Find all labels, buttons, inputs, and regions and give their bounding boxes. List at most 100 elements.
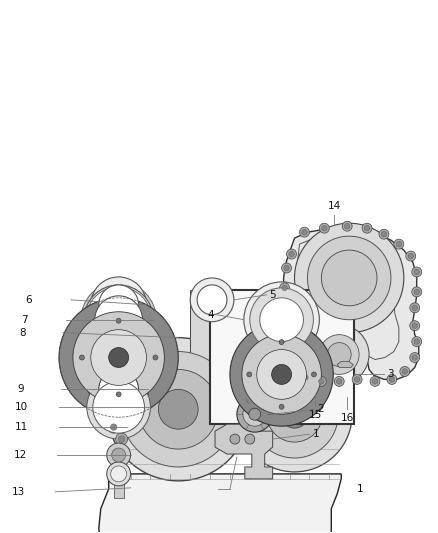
Circle shape	[237, 357, 352, 472]
Text: 15: 15	[309, 410, 322, 420]
Circle shape	[387, 375, 397, 384]
Circle shape	[73, 312, 164, 403]
Circle shape	[99, 369, 138, 409]
Circle shape	[279, 317, 290, 327]
Circle shape	[354, 377, 360, 382]
Circle shape	[318, 378, 324, 384]
Circle shape	[282, 263, 292, 273]
Circle shape	[89, 360, 148, 419]
Circle shape	[272, 365, 292, 384]
Circle shape	[251, 370, 338, 458]
Circle shape	[107, 462, 131, 486]
Circle shape	[245, 434, 255, 444]
Circle shape	[279, 351, 289, 360]
Circle shape	[410, 352, 420, 362]
Bar	[114, 480, 124, 498]
Circle shape	[244, 282, 319, 358]
Circle shape	[111, 466, 127, 482]
Circle shape	[321, 225, 327, 231]
Circle shape	[279, 283, 290, 293]
Circle shape	[412, 337, 422, 346]
Text: 3: 3	[387, 369, 394, 379]
Polygon shape	[282, 228, 419, 383]
Text: 5: 5	[270, 290, 276, 300]
Circle shape	[282, 319, 287, 325]
Circle shape	[109, 348, 129, 367]
Circle shape	[406, 251, 416, 261]
Circle shape	[319, 223, 329, 233]
Circle shape	[282, 301, 292, 311]
Circle shape	[336, 378, 342, 384]
Circle shape	[370, 376, 380, 386]
Text: 16: 16	[341, 413, 354, 423]
Circle shape	[87, 375, 150, 439]
Circle shape	[316, 376, 326, 386]
Circle shape	[286, 365, 297, 375]
Circle shape	[402, 369, 407, 374]
Circle shape	[260, 298, 304, 342]
Circle shape	[321, 250, 377, 306]
Circle shape	[112, 448, 126, 462]
Circle shape	[237, 397, 273, 432]
Text: 1: 1	[357, 484, 364, 494]
Circle shape	[414, 339, 420, 344]
Circle shape	[302, 229, 307, 235]
Circle shape	[289, 367, 294, 372]
Circle shape	[396, 241, 402, 247]
Polygon shape	[99, 474, 377, 533]
Circle shape	[279, 340, 284, 345]
Bar	[111, 384, 127, 394]
Circle shape	[116, 392, 121, 397]
Text: 12: 12	[13, 450, 27, 460]
Circle shape	[410, 321, 420, 330]
Circle shape	[300, 227, 309, 237]
Circle shape	[300, 373, 311, 382]
Circle shape	[159, 389, 198, 429]
Circle shape	[99, 285, 138, 325]
Circle shape	[303, 375, 308, 380]
Circle shape	[311, 372, 316, 377]
Circle shape	[408, 253, 413, 259]
Circle shape	[59, 298, 178, 417]
Circle shape	[116, 318, 121, 323]
Polygon shape	[337, 361, 353, 367]
Circle shape	[230, 322, 333, 426]
Circle shape	[84, 285, 153, 354]
Circle shape	[412, 305, 417, 311]
Circle shape	[281, 400, 308, 428]
Text: 13: 13	[11, 487, 25, 497]
Circle shape	[120, 352, 236, 467]
Circle shape	[414, 269, 420, 274]
Circle shape	[319, 335, 359, 375]
Text: 9: 9	[17, 384, 24, 394]
Circle shape	[414, 289, 420, 295]
Circle shape	[410, 303, 420, 313]
Circle shape	[372, 378, 378, 384]
Circle shape	[118, 436, 125, 442]
Circle shape	[91, 277, 146, 333]
Circle shape	[381, 231, 387, 237]
Circle shape	[257, 350, 307, 399]
Circle shape	[197, 285, 227, 315]
Circle shape	[116, 433, 127, 445]
Circle shape	[190, 278, 234, 322]
Circle shape	[379, 229, 389, 239]
Circle shape	[412, 355, 417, 360]
Circle shape	[342, 221, 352, 231]
Circle shape	[364, 225, 370, 231]
Circle shape	[250, 288, 314, 352]
Bar	[210, 290, 354, 424]
Circle shape	[412, 323, 417, 328]
Circle shape	[243, 402, 267, 426]
Text: 14: 14	[328, 201, 341, 211]
Circle shape	[289, 252, 294, 257]
Circle shape	[138, 369, 218, 449]
Circle shape	[230, 434, 240, 444]
Circle shape	[286, 249, 297, 259]
Circle shape	[334, 376, 344, 386]
Circle shape	[294, 223, 404, 333]
Circle shape	[327, 343, 351, 367]
Text: 6: 6	[25, 295, 32, 305]
Text: 1: 1	[312, 429, 319, 439]
Circle shape	[362, 223, 372, 233]
